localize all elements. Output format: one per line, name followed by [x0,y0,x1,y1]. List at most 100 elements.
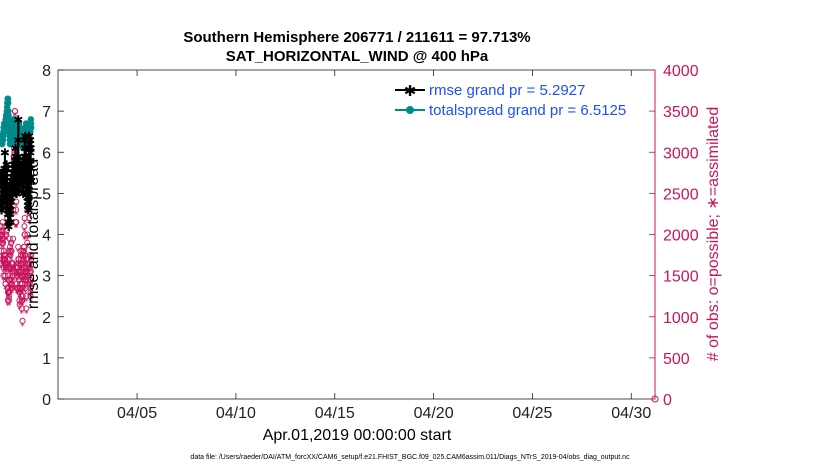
obs-assimilated-point: * [3,256,8,266]
obs-possible-point [18,305,25,312]
obs-possible-point [22,272,29,279]
obs-assimilated-point: * [15,285,20,295]
rmse-point: ✱ [4,195,14,209]
obs-assimilated-point: * [23,289,28,299]
obs-assimilated-point: * [2,252,7,262]
obs-assimilated-point: * [8,289,13,299]
obs-assimilated-point: * [28,273,33,283]
obs-assimilated-point: * [22,269,27,279]
rmse-point: ✱ [11,175,21,189]
obs-assimilated-point: * [6,252,11,262]
obs-assimilated-point: * [9,281,14,291]
obs-assimilated-point: * [11,190,16,200]
obs-assimilated-point: * [18,293,23,303]
y-left-tick-label: 3 [42,269,51,286]
rmse-point: ✱ [5,195,15,209]
rmse-point: ✱ [7,179,17,193]
y-left-tick-label: 0 [42,392,51,409]
rmse-point: ✱ [18,162,28,176]
obs-assimilated-point: * [15,289,20,299]
footer-data-file: data file: /Users/raeder/DAI/ATM_forcXX/… [190,454,630,461]
obs-assimilated-point: * [14,211,19,221]
obs-assimilated-point: * [19,256,24,266]
obs-assimilated-point: * [24,273,29,283]
rmse-point: ✱ [11,187,21,201]
rmse-point: ✱ [0,166,6,180]
obs-possible-point [26,264,34,271]
rmse-point: ✱ [12,170,22,184]
obs-possible-point [23,268,30,275]
obs-assimilated-point: * [22,248,27,258]
obs-assimilated-point: * [0,240,5,250]
rmse-point: ✱ [12,162,22,176]
obs-assimilated-point: * [17,293,22,303]
rmse-point: ✱ [22,166,32,180]
obs-assimilated-point: * [28,285,33,295]
obs-assimilated-point: * [29,260,34,270]
rmse-point: ✱ [23,179,33,193]
rmse-point: ✱ [13,113,23,127]
rmse-point: ✱ [24,158,34,172]
rmse-point: ✱ [10,166,20,180]
rmse-point: ✱ [0,170,8,184]
rmse-point: ✱ [17,166,27,180]
totalspread-point [28,124,35,131]
rmse-point: ✱ [14,170,24,184]
obs-assimilated-point: * [21,264,26,274]
rmse-point: ✱ [17,166,27,180]
x-axis-label: Apr.01,2019 00:00:00 start [263,427,452,444]
rmse-point: ✱ [1,187,11,201]
rmse-point: ✱ [4,203,14,217]
obs-possible-point [13,219,20,226]
obs-possible-point [16,276,23,283]
obs-assimilated-point: * [7,301,12,311]
rmse-point: ✱ [12,170,22,184]
obs-assimilated-point: * [11,277,16,287]
obs-assimilated-point: * [18,289,23,299]
rmse-point: ✱ [2,183,12,197]
rmse-point: ✱ [1,191,11,205]
rmse-point: ✱ [0,146,10,160]
y-left-tick-label: 2 [42,310,51,327]
y-left-tick-label: 6 [42,145,51,162]
rmse-point: ✱ [20,133,30,147]
obs-possible-point [20,256,27,263]
rmse-point: ✱ [23,203,33,217]
obs-assimilated-point: * [2,264,7,274]
rmse-point: ✱ [7,170,17,184]
x-tick-label: 04/05 [117,405,157,422]
rmse-point: ✱ [1,179,11,193]
obs-assimilated-point: * [22,252,27,262]
obs-assimilated-point: * [4,236,9,246]
obs-assimilated-point: * [19,264,24,274]
obs-possible-point [27,284,34,292]
obs-possible-point [2,272,9,279]
rmse-point: ✱ [10,162,20,176]
rmse-point: ✱ [19,166,29,180]
rmse-point: ✱ [24,129,34,143]
obs-assimilated-point: * [10,273,15,283]
obs-assimilated-point: * [9,252,14,262]
obs-assimilated-point: * [0,252,4,262]
obs-assimilated-point: * [8,252,13,262]
obs-assimilated-point: * [18,273,23,283]
obs-assimilated-point: * [9,252,14,262]
rmse-point: ✱ [13,133,23,147]
obs-assimilated-point: * [6,293,11,303]
rmse-point: ✱ [18,166,28,180]
obs-assimilated-point: * [13,223,18,233]
rmse-point: ✱ [6,191,16,205]
obs-possible-point [8,247,15,254]
obs-assimilated-point: * [22,248,27,258]
obs-assimilated-point: * [14,203,19,213]
obs-assimilated-point: * [23,273,28,283]
obs-possible-point [28,256,35,263]
y-right-tick-label: 3000 [663,145,699,162]
obs-possible-point [0,235,7,242]
obs-assimilated-point: * [1,260,6,270]
rmse-point: ✱ [10,170,20,184]
obs-assimilated-point: * [28,293,33,303]
obs-possible-point [5,293,12,300]
obs-assimilated-point: * [14,289,19,299]
obs-assimilated-point: * [1,244,6,254]
